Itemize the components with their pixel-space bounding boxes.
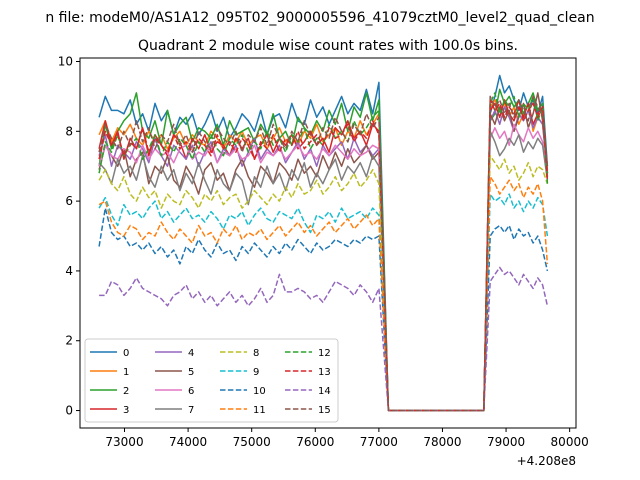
x-axis-offset-label: +4.208e8 <box>517 454 576 468</box>
x-tick-label-4: 77000 <box>360 435 398 449</box>
figure-suptitle: n file: modeM0/AS1A12_095T02_9000005596_… <box>45 10 595 26</box>
y-tick-label-1: 2 <box>65 334 73 348</box>
legend-label-2: 2 <box>123 386 129 397</box>
x-tick-label-6: 79000 <box>487 435 525 449</box>
legend-label-9: 9 <box>253 367 259 378</box>
series-line-11 <box>98 175 549 412</box>
y-tick-label-3: 6 <box>65 194 73 208</box>
series-layer <box>98 74 549 412</box>
x-tick-label-5: 78000 <box>423 435 461 449</box>
series-line-14 <box>99 266 549 412</box>
series-line-13 <box>98 99 549 412</box>
legend-label-13: 13 <box>318 367 331 378</box>
y-tick-label-5: 10 <box>58 54 73 68</box>
x-tick-label-2: 75000 <box>233 435 271 449</box>
y-tick-label-0: 0 <box>65 404 73 418</box>
legend-label-11: 11 <box>253 405 266 416</box>
series-line-12 <box>98 92 549 412</box>
series-line-0 <box>98 74 549 412</box>
legend-label-12: 12 <box>318 348 331 359</box>
legend-label-10: 10 <box>253 386 266 397</box>
legend-label-5: 5 <box>188 367 194 378</box>
y-tick-label-2: 4 <box>65 264 73 278</box>
x-tick-label-7: 80000 <box>551 435 589 449</box>
series-line-7 <box>98 130 549 412</box>
legend-label-15: 15 <box>318 405 331 416</box>
legend-label-3: 3 <box>123 405 129 416</box>
legend-label-7: 7 <box>188 405 194 416</box>
series-line-15 <box>98 95 549 412</box>
y-tick-label-4: 8 <box>65 124 73 138</box>
plot-frame <box>79 57 577 429</box>
legend-label-6: 6 <box>188 386 194 397</box>
x-tick-label-1: 74000 <box>169 435 207 449</box>
legend-label-8: 8 <box>253 348 259 359</box>
series-line-8 <box>98 154 549 412</box>
legend-label-0: 0 <box>123 348 129 359</box>
x-tick-label-0: 73000 <box>105 435 143 449</box>
legend-box <box>84 338 339 423</box>
chart-title: Quadrant 2 module wise count rates with … <box>138 38 518 54</box>
series-line-9 <box>98 193 549 412</box>
x-tick-label-3: 76000 <box>296 435 334 449</box>
series-line-5 <box>98 92 549 412</box>
legend-label-1: 1 <box>123 367 129 378</box>
axes-layer: 73000 74000 75000 76000 77000 78000 79000 80000… <box>58 54 589 449</box>
legend-label-14: 14 <box>318 386 331 397</box>
legend-label-4: 4 <box>188 348 194 359</box>
